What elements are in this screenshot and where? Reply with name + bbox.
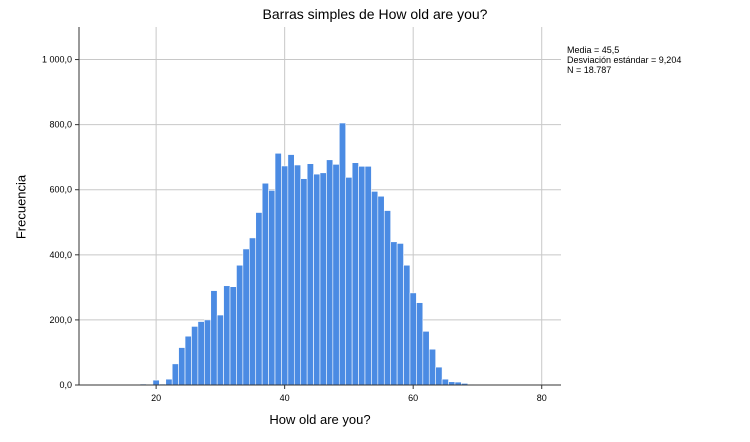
histogram-bar	[152, 379, 160, 386]
histogram-bar	[338, 122, 347, 386]
histogram-bar	[409, 292, 417, 386]
stats-mean: Media = 45,5	[567, 45, 620, 55]
histogram-bar	[268, 190, 276, 386]
x-axis-label: How old are you?	[269, 412, 371, 427]
histogram-bar	[223, 285, 231, 386]
histogram-bar	[229, 286, 237, 386]
histogram-bar	[204, 319, 212, 386]
bars	[139, 122, 481, 386]
histogram-bar	[364, 165, 372, 386]
histogram-bar	[319, 172, 327, 386]
histogram-bar	[171, 363, 179, 386]
stats-count: N = 18.787	[567, 65, 612, 75]
histogram-bar	[165, 378, 173, 386]
histogram-bar	[383, 210, 391, 386]
histogram-bar	[236, 264, 244, 386]
histogram-bar	[326, 159, 334, 386]
y-tick-label: 1 000,0	[42, 55, 72, 65]
histogram-bar	[345, 177, 353, 386]
histogram-bar	[293, 164, 302, 386]
histogram-bar	[184, 335, 192, 386]
y-tick-label: 800,0	[49, 120, 72, 130]
histogram-bar	[216, 314, 224, 386]
histogram-bar	[377, 195, 385, 386]
histogram-bar	[390, 241, 398, 386]
histogram-bar	[441, 378, 449, 386]
histogram-bar	[210, 290, 218, 386]
chart-title: Barras simples de How old are you?	[262, 6, 488, 22]
axes	[75, 27, 561, 389]
histogram-bar	[435, 366, 443, 386]
y-tick-label: 200,0	[49, 315, 72, 325]
y-tick-label: 600,0	[49, 185, 72, 195]
x-tick-label: 60	[408, 393, 418, 403]
histogram-bar	[332, 164, 340, 386]
histogram-bar	[300, 178, 308, 386]
histogram-bar	[178, 347, 186, 386]
histogram-bar	[287, 154, 295, 386]
histogram-bar	[274, 152, 282, 386]
y-axis-label: Frecuencia	[13, 174, 29, 240]
histogram-bar	[281, 165, 289, 386]
stats-std-dev: Desviación estándar = 9,204	[567, 55, 682, 65]
tick-labels: 0,0 200,0 400,0 600,0 800,0 1 000,0 20 40 60 80	[42, 55, 547, 403]
histogram-bar	[242, 248, 250, 386]
histogram-bar	[403, 264, 411, 386]
x-tick-label: 80	[537, 393, 547, 403]
x-tick-label: 20	[151, 393, 161, 403]
gridlines	[79, 27, 561, 385]
y-tick-label: 400,0	[49, 250, 72, 260]
histogram-bar	[255, 212, 263, 386]
histogram-bar	[306, 163, 314, 386]
histogram-bar	[396, 243, 404, 386]
x-tick-label: 40	[280, 393, 290, 403]
histogram-bar	[313, 173, 321, 386]
histogram-bar	[422, 330, 430, 386]
histogram-bar	[351, 162, 359, 386]
stats-box: Media = 45,5 Desviación estándar = 9,204…	[567, 45, 681, 75]
histogram-bar	[261, 182, 269, 386]
histogram-bar	[358, 165, 366, 386]
histogram-bar	[416, 302, 424, 386]
y-tick-label: 0,0	[59, 380, 72, 390]
histogram-bar	[371, 191, 379, 386]
histogram-bar	[197, 321, 205, 386]
histogram-bar	[191, 326, 199, 386]
histogram-bar	[249, 237, 257, 386]
histogram-bar	[428, 348, 436, 386]
